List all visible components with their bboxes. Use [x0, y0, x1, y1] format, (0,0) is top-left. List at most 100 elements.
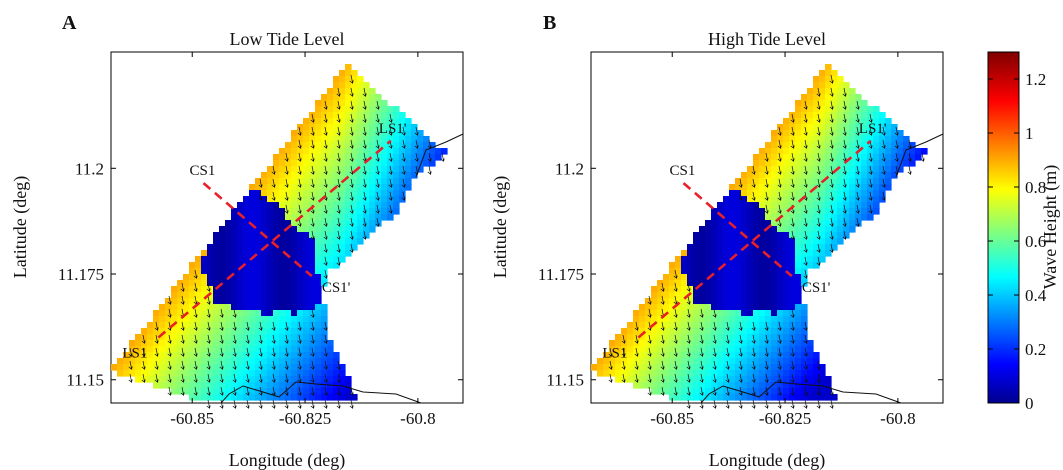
field-cell: [375, 112, 382, 119]
field-cell: [777, 226, 784, 233]
field-cell: [849, 142, 856, 149]
wave-arrow: [673, 308, 678, 318]
field-cell: [867, 160, 874, 167]
field-cell: [771, 316, 778, 323]
field-cell: [645, 310, 652, 317]
field-cell: [747, 376, 754, 383]
field-cell: [333, 238, 340, 245]
wave-arrow: [660, 347, 665, 357]
field-cell: [771, 202, 778, 209]
wave-arrow: [323, 334, 328, 344]
field-cell: [345, 94, 352, 101]
field-cell: [417, 142, 424, 149]
field-cell: [747, 292, 754, 299]
field-cell: [723, 334, 730, 341]
field-cell: [837, 136, 844, 143]
wave-arrow: [764, 152, 769, 162]
field-cell: [873, 142, 880, 149]
field-cell: [807, 154, 814, 161]
field-cell: [399, 154, 406, 161]
field-cell: [795, 376, 802, 383]
field-cell: [321, 148, 328, 155]
field-cell: [219, 268, 226, 275]
field-cell: [687, 370, 694, 377]
field-cell: [315, 316, 322, 323]
field-cell: [717, 340, 724, 347]
field-cell: [237, 364, 244, 371]
wave-arrow: [297, 399, 302, 409]
wave-arrow: [777, 321, 782, 331]
field-cell: [309, 322, 316, 329]
field-cell: [273, 190, 280, 197]
wave-arrow: [258, 178, 263, 188]
field-cell: [207, 322, 214, 329]
field-cell: [249, 364, 256, 371]
field-cell: [681, 250, 688, 257]
wave-arrow: [842, 165, 847, 175]
wave-arrow: [349, 152, 354, 162]
field-cell: [795, 262, 802, 269]
field-cell: [303, 208, 310, 215]
field-cell: [345, 124, 352, 131]
field-cell: [399, 112, 406, 119]
wave-arrow: [336, 178, 341, 188]
field-cell: [273, 370, 280, 377]
wave-arrow: [271, 321, 276, 331]
field-cell: [291, 238, 298, 245]
field-cell: [681, 394, 688, 401]
field-cell: [663, 292, 670, 299]
y-axis-label: Latitude (deg): [490, 176, 511, 278]
field-cell: [681, 358, 688, 365]
field-cell: [195, 340, 202, 347]
field-cell: [801, 196, 808, 203]
wave-arrow: [725, 373, 730, 383]
field-cell: [321, 160, 328, 167]
field-cell: [273, 358, 280, 365]
field-cell: [285, 184, 292, 191]
field-cell: [345, 394, 352, 401]
field-cell: [309, 262, 316, 269]
field-cell: [231, 382, 238, 389]
field-cell: [825, 226, 832, 233]
field-cell: [747, 262, 754, 269]
field-cell: [219, 322, 226, 329]
wave-arrow: [790, 360, 795, 370]
field-cell: [735, 220, 742, 227]
field-cell: [261, 340, 268, 347]
field-cell: [195, 394, 202, 401]
field-cell: [291, 262, 298, 269]
field-cell: [663, 322, 670, 329]
wave-arrow: [829, 230, 834, 240]
field-cell: [291, 382, 298, 389]
field-cell: [369, 190, 376, 197]
field-cell: [903, 136, 910, 143]
field-cell: [279, 394, 286, 401]
field-cell: [171, 388, 178, 395]
wave-arrow: [232, 308, 237, 318]
field-cell: [837, 238, 844, 245]
field-cell: [291, 352, 298, 359]
field-cell: [327, 214, 334, 221]
field-cell: [231, 364, 238, 371]
field-cell: [705, 238, 712, 245]
field-cell: [351, 208, 358, 215]
field-cell: [783, 292, 790, 299]
field-cell: [741, 328, 748, 335]
field-cell: [213, 358, 220, 365]
field-cell: [345, 148, 352, 155]
field-cell: [231, 280, 238, 287]
field-cell: [303, 238, 310, 245]
field-cell: [849, 100, 856, 107]
field-cell: [789, 322, 796, 329]
field-cell: [861, 106, 868, 113]
field-cell: [225, 358, 232, 365]
field-cell: [711, 250, 718, 257]
field-cell: [153, 328, 160, 335]
wave-arrow: [803, 399, 808, 409]
field-cell: [219, 394, 226, 401]
field-cell: [723, 352, 730, 359]
field-cell: [807, 340, 814, 347]
field-cell: [315, 292, 322, 299]
field-cell: [855, 160, 862, 167]
field-cell: [219, 250, 226, 257]
